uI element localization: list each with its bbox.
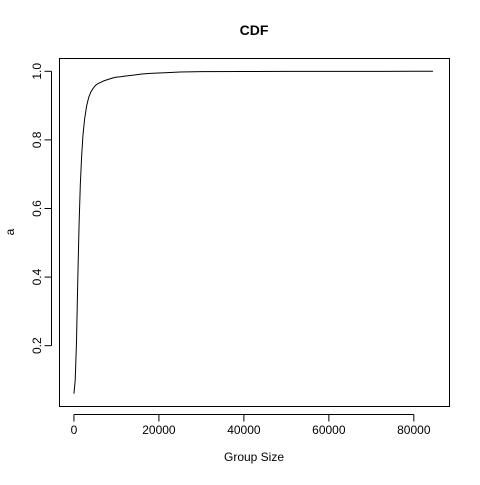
x-tick-label: 60000 <box>312 423 346 437</box>
y-tick-label: 0.4 <box>30 268 44 285</box>
series-group <box>72 70 434 395</box>
y-tick-label: 0.8 <box>30 131 44 148</box>
chart-title: CDF <box>240 22 269 38</box>
x-axis: 0 20000 40000 60000 80000 <box>71 415 431 438</box>
x-tick-label: 40000 <box>227 423 261 437</box>
y-axis: 0.2 0.4 0.6 0.8 1.0 <box>30 63 52 354</box>
y-axis-label: a <box>3 228 17 235</box>
cdf-series-line <box>74 71 433 393</box>
x-axis-label: Group Size <box>224 450 284 464</box>
y-tick-label: 0.2 <box>30 337 44 354</box>
y-tick-label: 0.6 <box>30 200 44 217</box>
plot-frame <box>60 59 450 407</box>
x-tick-label: 20000 <box>142 423 176 437</box>
y-tick-label: 1.0 <box>30 63 44 80</box>
x-tick-label: 80000 <box>397 423 431 437</box>
x-tick-label: 0 <box>71 423 78 437</box>
